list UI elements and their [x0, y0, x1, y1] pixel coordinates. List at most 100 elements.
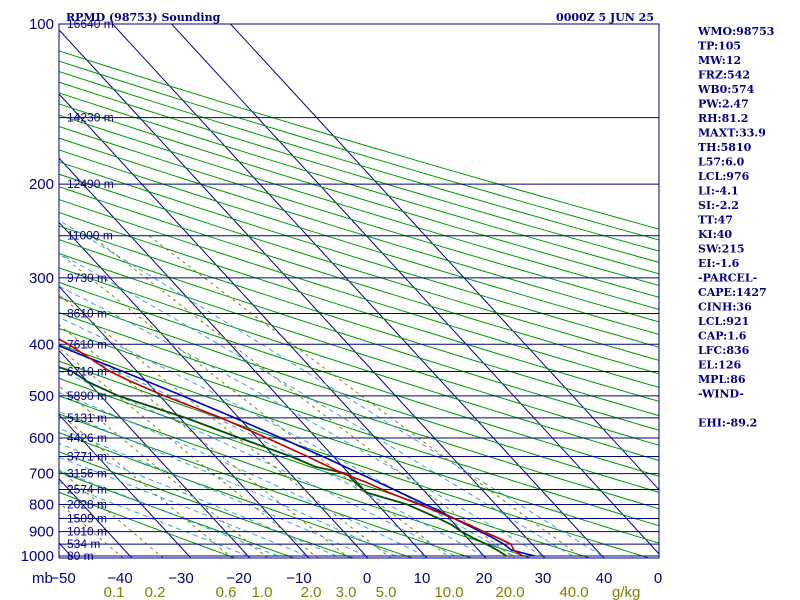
height-label: 1509 m [67, 511, 107, 525]
mixing-ratio-tick-label: 2.0 [301, 584, 322, 600]
moist-adiabat-line [59, 481, 249, 557]
sounding-index: CAPE:1427 [698, 286, 767, 299]
sounding-index: LCL:921 [698, 315, 749, 328]
mixing-ratio-line [148, 235, 584, 558]
temperature-tick-label: 20 [476, 570, 493, 587]
sounding-index: EHI:-89.2 [698, 417, 757, 430]
dry-adiabat-line [59, 103, 659, 286]
mixing-ratio-tick-label: 0.6 [216, 584, 237, 600]
sounding-index: MW:12 [698, 54, 741, 67]
mixing-ratio-tick-label: 3.0 [336, 584, 357, 600]
height-label: 7610 m [67, 337, 107, 351]
sounding-index: L57:6.0 [698, 156, 745, 169]
sounding-index: MAXT:33.9 [698, 127, 766, 140]
height-label: 9730 m [67, 271, 107, 285]
sounding-index: LI:-4.1 [698, 185, 739, 198]
temperature-tick-label: 10 [414, 570, 431, 587]
sounding-index: PW:2.47 [698, 98, 749, 111]
height-label: 4426 m [67, 431, 107, 445]
sounding-index: EI:-1.6 [698, 257, 740, 270]
pressure-label: 700 [29, 466, 54, 483]
sounding-index: MPL:86 [698, 373, 746, 386]
pressure-label: 200 [29, 176, 54, 193]
mixing-ratio-line [59, 385, 269, 558]
mixing-ratio-tick-label: 10.0 [434, 584, 463, 600]
dry-adiabat-line [59, 198, 659, 388]
sounding-index: WB0:574 [697, 83, 755, 96]
pressure-label: 600 [29, 430, 54, 447]
mixing-ratio-tick-label: 5.0 [376, 584, 397, 600]
isotherm-line [59, 221, 369, 558]
dry-adiabat-line [59, 451, 355, 558]
mixing-ratio-line [59, 294, 392, 558]
height-label: 2574 m [67, 483, 107, 497]
isotherm-line [59, 413, 192, 558]
dry-adiabat-line [59, 281, 659, 477]
sounding-index: RH:81.2 [698, 112, 748, 125]
height-label: 12490 m [67, 177, 114, 191]
dry-adiabat-line [59, 413, 474, 558]
parcel-trace [59, 345, 535, 557]
sounding-index: TH:5810 [698, 141, 752, 154]
isotherm-line [59, 349, 251, 558]
isotherm-line [59, 285, 310, 558]
sounding-index: EL:126 [698, 359, 741, 372]
temperature-tick-label: 0 [654, 570, 662, 587]
height-label: 5890 m [67, 389, 107, 403]
chart-title: RPMD (98753) Sounding [66, 11, 221, 24]
mixing-ratio-tick-label: 0.1 [104, 584, 125, 600]
height-label: 6710 m [67, 365, 107, 379]
temperature-tick-label: −50 [50, 570, 75, 587]
sounding-index: KI:40 [698, 228, 732, 241]
isotherm-line [171, 24, 659, 555]
moist-adiabat-line [59, 469, 278, 557]
dry-adiabat-line [59, 225, 659, 417]
dry-adiabat-line [59, 312, 659, 510]
dry-adiabat-line [59, 327, 659, 527]
isotherm-line [59, 93, 487, 558]
moist-adiabat-line [59, 285, 544, 557]
mixing-ratio-tick-label: 40.0 [559, 584, 588, 600]
dry-adiabat-line [59, 296, 659, 493]
height-label: 80 m [67, 549, 94, 563]
dry-adiabat-line [59, 471, 296, 558]
height-label: 534 m [67, 537, 100, 551]
mixing-ratio-unit-label: g/kg [612, 584, 640, 600]
moist-adiabat-line [59, 252, 573, 557]
isotherm-line [0, 24, 14, 558]
temperature-tick-label: 0 [363, 570, 371, 587]
pressure-label: 900 [29, 524, 54, 541]
sounding-index: TT:47 [698, 214, 733, 227]
sounding-index: CINH:36 [698, 301, 752, 314]
sounding-index: FRZ:542 [698, 69, 750, 82]
temperature-tick-label: 40 [596, 570, 613, 587]
sounding-datetime: 0000Z 5 JUN 25 [556, 11, 654, 24]
dry-adiabat-line [59, 71, 659, 252]
height-label: 14230 m [67, 111, 114, 125]
sounding-index: TP:105 [698, 40, 741, 53]
temperature-tick-label: −30 [168, 570, 193, 587]
height-label: 2028 m [67, 497, 107, 511]
moist-adiabat-line [59, 316, 514, 557]
moist-adiabat-line [59, 392, 426, 557]
dry-adiabat-line [59, 211, 659, 402]
sounding-index: WMO:98753 [697, 25, 774, 38]
temperature-tick-label: −10 [286, 570, 311, 587]
dry-adiabat-line [59, 114, 659, 298]
height-label: 1010 m [67, 525, 107, 539]
height-label: 3771 m [67, 449, 107, 463]
pressure-label: 500 [29, 388, 54, 405]
dry-adiabat-line [59, 267, 659, 462]
dry-adiabat-line [59, 186, 659, 375]
isotherm-line [59, 157, 428, 558]
pressure-label: 400 [29, 336, 54, 353]
moist-adiabat-line [59, 427, 367, 557]
moist-adiabat-line [59, 411, 396, 557]
dewpoint-trace [59, 366, 507, 557]
dry-adiabat-line [59, 125, 659, 310]
height-label: 11000 m [67, 229, 113, 243]
temperature-tick-label: −20 [226, 570, 251, 587]
sounding-index: LCL:976 [698, 170, 750, 183]
dry-adiabat-line [59, 149, 659, 335]
